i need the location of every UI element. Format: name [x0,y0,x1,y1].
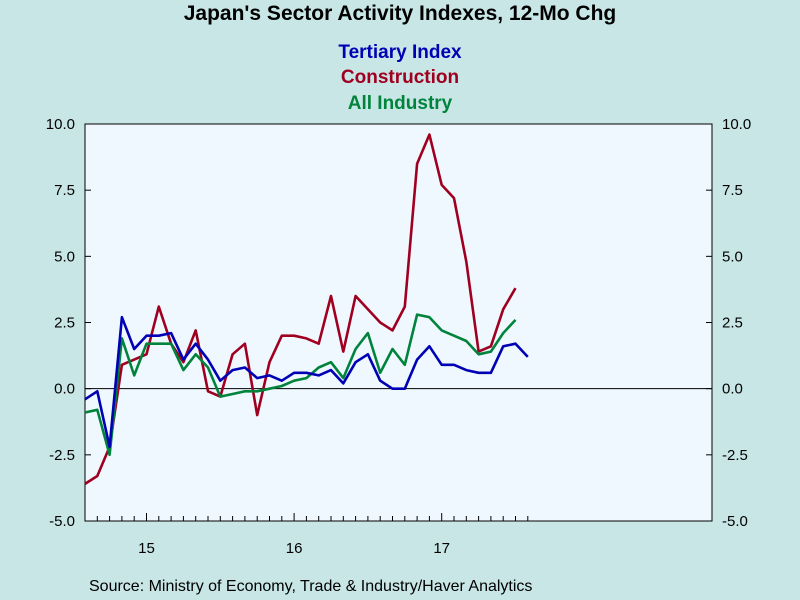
plot-area [84,123,713,522]
y-tick-label-right: 7.5 [722,182,743,199]
y-tick-label-right: -2.5 [722,447,748,464]
y-tick-label-right: 5.0 [722,248,743,265]
chart-title: Japan's Sector Activity Indexes, 12-Mo C… [183,2,617,25]
y-tick-label-left: 0.0 [54,381,75,398]
y-tick-label-left: -5.0 [49,513,75,530]
series-line-tertiary-index [84,315,529,449]
y-tick-label-left: 10.0 [46,116,75,133]
y-tick-label-left: 2.5 [54,315,75,332]
series-line-all-industry [84,313,517,457]
x-tick-label: 17 [433,540,450,557]
legend-all-industry: All Industry [347,93,453,114]
y-tick-label-right: -5.0 [722,513,748,530]
y-tick-label-right: 10.0 [722,116,751,133]
y-tick-label-left: 7.5 [54,182,75,199]
legend-tertiary-index: Tertiary Index [338,42,462,63]
source-note: Source: Ministry of Economy, Trade & Ind… [89,578,533,595]
series-line-construction [84,133,517,485]
y-tick-label-left: 5.0 [54,248,75,265]
y-tick-label-right: 0.0 [722,381,743,398]
legend-construction: Construction [340,67,460,88]
x-tick-label: 15 [138,540,155,557]
y-tick-label-left: -2.5 [49,447,75,464]
x-tick-label: 16 [286,540,303,557]
y-tick-label-right: 2.5 [722,315,743,332]
